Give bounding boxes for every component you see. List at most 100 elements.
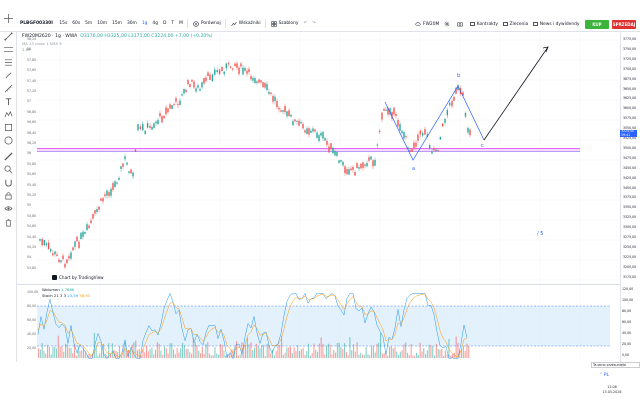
- volume-bar: [147, 351, 149, 358]
- sell-button[interactable]: SPRZEDAJ: [612, 19, 636, 29]
- candle-body: [364, 164, 366, 166]
- interval-M[interactable]: M: [179, 21, 183, 26]
- interval-15m[interactable]: 15m: [112, 21, 122, 26]
- brush-icon[interactable]: [4, 71, 13, 80]
- news-toggle[interactable]: News i dywidendy: [531, 18, 582, 30]
- volume-bar: [128, 349, 130, 358]
- news-checkbox[interactable]: [533, 21, 538, 27]
- volume-bar: [277, 345, 279, 358]
- symbol-search[interactable]: PLBGF00330I: [20, 21, 53, 26]
- stoch-band: [37, 306, 610, 346]
- candle-body: [155, 121, 157, 124]
- left-scale-label: 54,80: [27, 213, 37, 218]
- interval-10m[interactable]: 10m: [97, 21, 108, 26]
- volume-bar: [399, 351, 401, 358]
- candle-body: [232, 68, 234, 70]
- contracts-toggle[interactable]: Kontrakty: [468, 18, 501, 30]
- stoch-label: Stoch 21 3 3: [42, 292, 66, 298]
- support-zone[interactable]: [37, 148, 580, 152]
- magnet-icon[interactable]: [4, 178, 13, 187]
- wave-annotation[interactable]: [384, 46, 549, 161]
- candle-body: [405, 136, 407, 138]
- redo-button[interactable]: ↷: [310, 18, 319, 30]
- indicators-button[interactable]: Wskaźniki: [228, 18, 263, 30]
- interval-30m[interactable]: 30m: [126, 21, 137, 26]
- candle-body: [39, 239, 41, 241]
- volume-bar: [272, 349, 274, 358]
- interval-D[interactable]: D: [163, 21, 167, 26]
- eye-icon[interactable]: [4, 204, 13, 213]
- orders-toggle[interactable]: Zlecenia: [501, 18, 531, 30]
- candle-body: [240, 63, 242, 67]
- shapes-icon[interactable]: [4, 123, 13, 132]
- volume-bar: [430, 345, 432, 358]
- interval-5m[interactable]: 5m: [85, 21, 93, 26]
- volume-bar: [158, 343, 160, 358]
- trash-icon[interactable]: [4, 218, 13, 227]
- volume-bar: [351, 350, 353, 358]
- candle-body: [407, 147, 409, 149]
- interval-T[interactable]: T: [171, 21, 175, 26]
- lock-drawings-icon[interactable]: [4, 191, 13, 200]
- candle-body: [403, 132, 405, 139]
- interval-15s[interactable]: 15s: [59, 21, 68, 26]
- text-icon[interactable]: [4, 97, 13, 106]
- toolbar-right: FW20M Kontrakty Zlecenia News i dywidend…: [413, 16, 640, 32]
- legend-title[interactable]: FW20M2620 · 1g · WWA O3176,00 H3325,00 L3…: [22, 34, 216, 41]
- candle-body: [70, 252, 72, 259]
- ruler-icon[interactable]: [4, 152, 13, 161]
- osc-axis-label: 0,00: [622, 353, 630, 357]
- volume-bar: [443, 355, 445, 358]
- candle-body: [252, 77, 254, 81]
- settings-button[interactable]: [442, 18, 455, 30]
- candle-body: [126, 162, 128, 165]
- snapshot-button[interactable]: [455, 18, 468, 30]
- candle-body: [187, 80, 189, 85]
- volume-bar: [248, 344, 250, 358]
- price-axis[interactable]: 3775,00 3750,00 3725,00 3700,00 3675,00 3650,…: [620, 32, 640, 362]
- instrument-select[interactable]: FW20M: [413, 18, 442, 30]
- volume-bar: [106, 355, 108, 358]
- buy-button[interactable]: KUP: [585, 19, 609, 29]
- price-axis-label: 3425,00: [623, 175, 637, 180]
- emoji-icon[interactable]: [4, 136, 13, 145]
- undo-button[interactable]: ↶: [301, 18, 310, 30]
- tradingview-logo[interactable]: Chart by TradingView: [52, 275, 104, 280]
- interval-4g[interactable]: 4g: [152, 21, 159, 26]
- instrument-label: FW20M: [423, 21, 440, 27]
- pattern-icon[interactable]: [4, 110, 13, 119]
- candle-body: [314, 129, 316, 132]
- interval-1g[interactable]: 1g: [141, 21, 148, 26]
- templates-button[interactable]: Szablony: [268, 18, 301, 30]
- stoch-d-line: [37, 293, 468, 358]
- notification-toast[interactable]: Ta okno przesunięte: [591, 362, 640, 368]
- fib-icon[interactable]: [4, 58, 13, 67]
- trend-line-icon[interactable]: [4, 32, 13, 41]
- interval-60s[interactable]: 60s: [72, 21, 81, 26]
- candle-body: [171, 105, 173, 110]
- volume-bar: [151, 347, 153, 358]
- orders-checkbox[interactable]: [503, 21, 508, 27]
- zoom-icon[interactable]: [4, 165, 13, 174]
- contracts-checkbox[interactable]: [470, 21, 475, 27]
- candle-body: [322, 131, 324, 139]
- volume-bar: [374, 352, 376, 358]
- horizontal-line-icon[interactable]: [4, 45, 13, 54]
- measure-icon[interactable]: [4, 84, 13, 93]
- candle-body: [415, 142, 417, 147]
- arrow-up-icon[interactable]: ˄: [600, 373, 603, 378]
- crosshair-icon[interactable]: [4, 14, 13, 23]
- volume-bar: [263, 345, 265, 358]
- volume-bar: [140, 355, 142, 358]
- candle-body: [302, 123, 304, 129]
- candle-body: [177, 104, 179, 106]
- candle-body: [96, 209, 98, 213]
- compare-button[interactable]: Porównaj: [190, 18, 223, 30]
- system-clock[interactable]: 12:08 15.05.2026: [600, 385, 624, 394]
- volume-bar: [317, 351, 319, 358]
- volume-bar: [48, 347, 50, 358]
- legend-ma[interactable]: MA 13 close 1 SMA 9: [22, 40, 62, 46]
- language-indicator[interactable]: PL: [603, 373, 610, 378]
- volume-bar: [327, 343, 329, 358]
